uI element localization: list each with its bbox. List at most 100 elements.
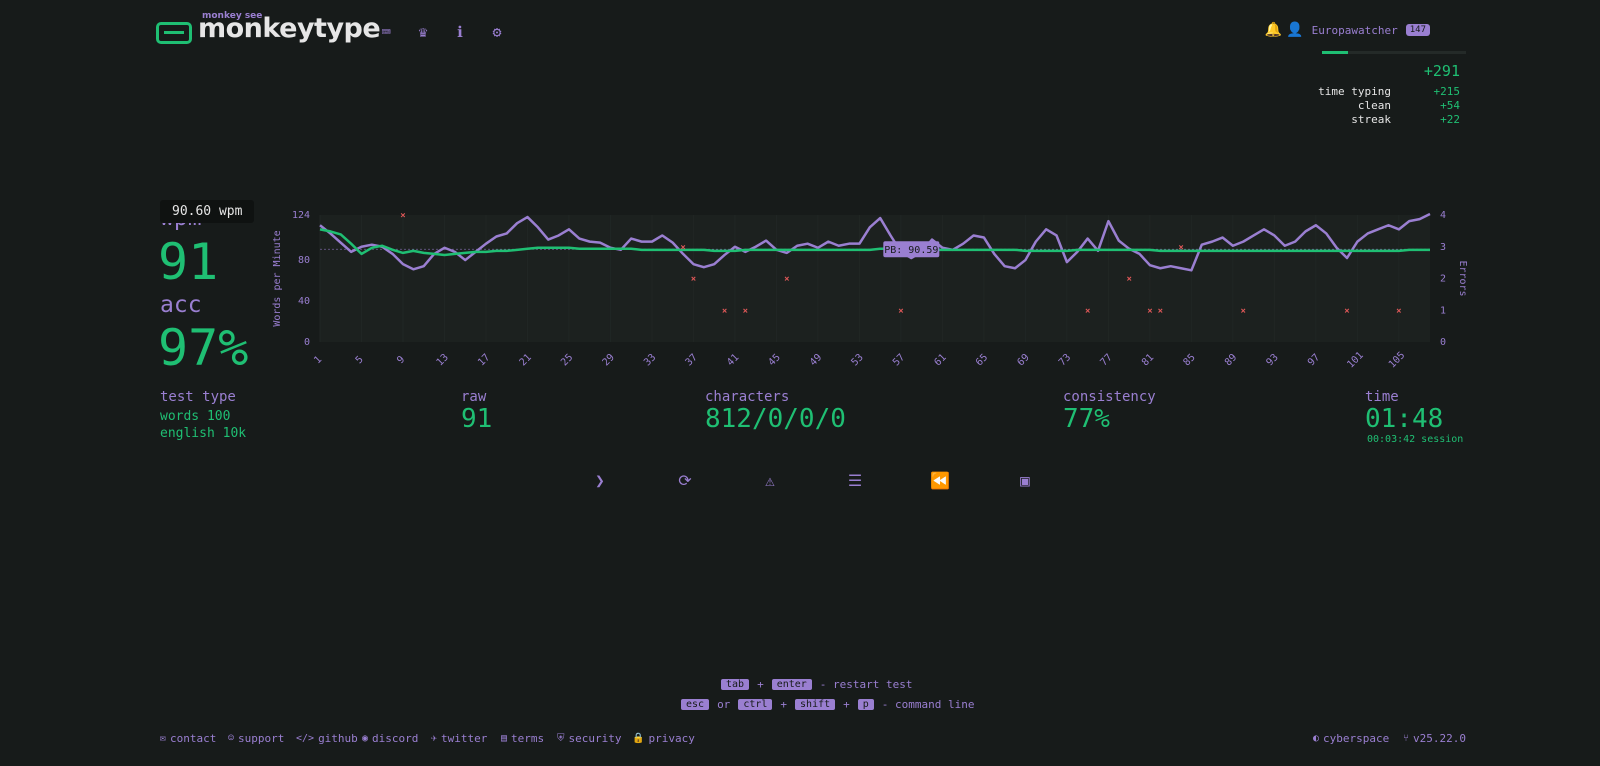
x-tick-label: 89 [1223,352,1239,368]
x-tick-label: 105 [1387,350,1408,371]
x-tick-label: 77 [1098,352,1114,368]
test-type-language: english 10k [160,426,247,441]
footer-github[interactable]: </> github [296,732,358,745]
session-time: 00:03:42 session [1367,434,1464,445]
y-tick-label: 80 [298,255,310,266]
error-marker: × [1158,306,1163,316]
footer-link-label: contact [170,732,217,745]
x-tick-label: 25 [559,352,575,368]
error-marker: × [691,275,696,285]
xp-progress-fill [1322,51,1348,54]
y2-tick-label: 4 [1440,210,1446,221]
palette-icon: ◐ [1313,733,1320,744]
x-tick-label: 5 [354,354,366,366]
x-tick-label: 69 [1016,352,1032,368]
donate-icon: ☺ [228,733,235,744]
footer-contact[interactable]: ✉ contact [160,732,216,745]
restart-hint-text: - restart test [819,678,913,691]
x-tick-label: 21 [518,352,534,368]
footer-support[interactable]: ☺ support [228,732,284,745]
x-tick-label: 13 [435,352,451,368]
command-line-hint-text: - command line [881,698,975,711]
footer-link-label: support [238,732,285,745]
y2-tick-label: 3 [1440,242,1446,253]
key-p: p [857,699,874,710]
info-icon[interactable]: ℹ [457,23,463,41]
footer-twitter[interactable]: ✈ twitter [431,732,487,745]
x-tick-label: 17 [476,352,492,368]
username: Europawatcher [1311,23,1398,37]
theme-name: cyberspace [1323,732,1390,745]
logo[interactable]: monkey see monkeytype [156,11,381,44]
code-icon: </> [296,733,315,744]
test-type-label: test type [160,389,236,405]
x-tick-label: 73 [1057,352,1073,368]
restart-test-button[interactable]: ⟳ [678,470,692,490]
x-tick-label: 37 [684,352,700,368]
crown-icon[interactable]: ♛ [418,23,428,41]
x-tick-label: 1 [312,354,324,366]
screenshot-button[interactable]: ▣ [1020,470,1030,490]
xp-row: clean +54 [1318,99,1460,113]
x-tick-label: 45 [767,352,783,368]
shield-icon: ⛨ [557,733,565,744]
footer-link-label: terms [511,732,545,745]
y2-axis-label: Errors [1457,260,1468,296]
error-marker: × [680,243,685,253]
xp-row-label: clean [1357,99,1391,112]
wpm-tooltip: 90.60 wpm [160,200,255,223]
envelope-icon: ✉ [160,733,167,744]
characters-label: characters [705,389,790,405]
plus-sign: + [780,698,788,711]
document-icon: ▤ [501,733,508,744]
acc-value: 97% [158,319,249,377]
version-label: v25.22.0 [1413,732,1466,745]
user-icon: 👤 [1286,22,1304,38]
x-tick-label: 61 [933,352,949,368]
bell-icon[interactable]: 🔔 [1264,22,1282,38]
xp-breakdown: time typing +215 clean +54 streak +22 [1318,85,1460,127]
error-marker: × [743,306,748,316]
restart-hint: tab + enter - restart test [721,678,913,691]
consistency-label: consistency [1063,389,1156,405]
account-button[interactable]: 👤 Europawatcher 147 [1286,22,1430,38]
key-ctrl: ctrl [738,699,773,710]
replay-button[interactable]: ⏪ [930,470,950,490]
raw-label: raw [461,389,487,405]
report-error-button[interactable]: ⚠ [765,470,775,490]
footer-link-label: twitter [441,732,488,745]
next-test-button[interactable]: ❯ [595,470,605,490]
gear-icon[interactable]: ⚙ [492,23,502,41]
footer-discord[interactable]: ◉ discord [362,732,418,745]
logo-tagline: monkey see [202,11,263,21]
footer-link-label: security [568,732,622,745]
xp-row-label: time typing [1318,85,1391,98]
x-tick-label: 97 [1306,352,1322,368]
y-tick-label: 40 [298,296,310,307]
footer-privacy[interactable]: 🔒 privacy [632,732,695,745]
footer-terms[interactable]: ▤ terms [501,732,544,745]
version-button[interactable]: ⑂ v25.22.0 [1403,732,1466,745]
theme-button[interactable]: ◐ cyberspace [1313,732,1389,745]
test-type-mode: words 100 [160,409,231,424]
keyboard-icon[interactable]: ⌨ [381,23,391,41]
footer-link-label: discord [372,732,419,745]
error-marker: × [1178,243,1183,253]
error-marker: × [722,306,727,316]
characters-value: 812/0/0/0 [705,404,846,434]
x-tick-label: 53 [850,352,866,368]
error-marker: × [1241,306,1246,316]
y-tick-label: 0 [304,337,310,348]
y2-tick-label: 0 [1440,337,1446,348]
level-badge: 147 [1405,24,1430,36]
key-shift: shift [795,699,836,710]
footer-security[interactable]: ⛨ security [557,732,621,745]
plus-sign: + [757,678,764,691]
xp-progress-bar [1322,51,1466,54]
xp-total: +291 [1423,62,1460,80]
wpm-line [319,228,1430,257]
discord-icon: ◉ [362,733,369,744]
xp-row-value: +22 [1440,113,1460,126]
words-history-button[interactable]: ☰ [847,470,863,490]
